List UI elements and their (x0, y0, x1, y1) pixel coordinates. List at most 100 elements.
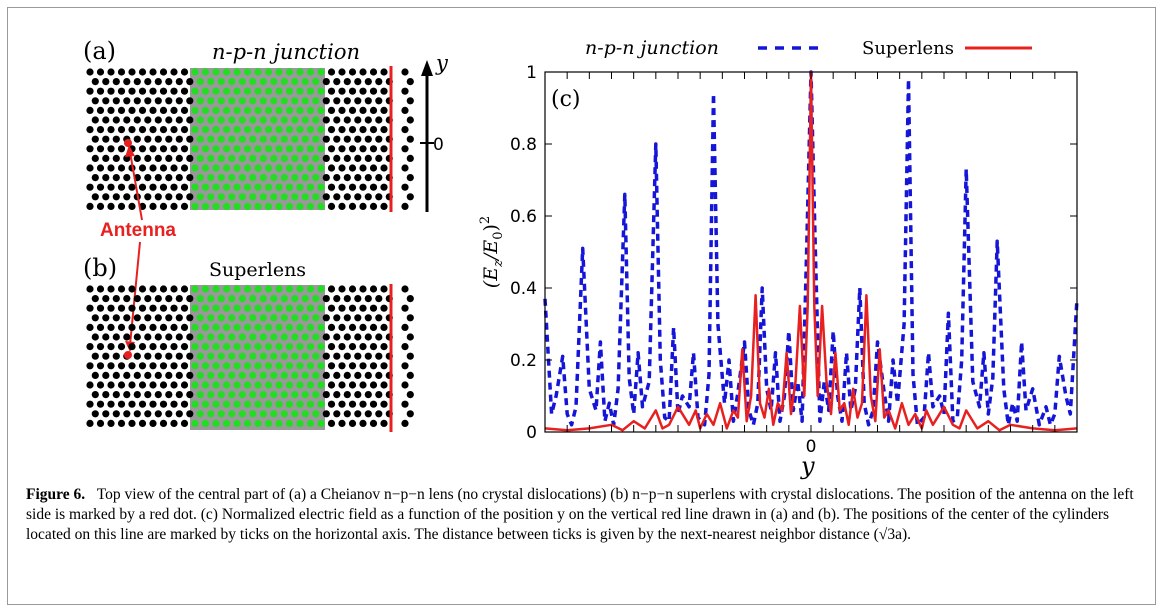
lattice-b-green-rod (191, 419, 199, 427)
lattice-b-green-rod (217, 295, 225, 303)
lattice-b-black-rod (112, 352, 120, 360)
lattice-a-black-rod (333, 116, 341, 124)
lattice-b-green-rod (191, 285, 199, 293)
lattice-b-green-rod (275, 343, 283, 351)
lattice-a-green-rod (312, 135, 320, 143)
lattice-b-green-rod (296, 323, 304, 331)
lattice-b-black-rod (343, 314, 351, 322)
lattice-a-green-rod (212, 202, 220, 210)
lattice-a-black-rod (112, 97, 120, 105)
lattice-b-green-rod (238, 391, 246, 399)
lattice-a-black-rod (369, 164, 378, 172)
lattice-b-black-rod (333, 391, 341, 399)
lattice-b-black-rod (117, 362, 126, 370)
lattice-b-black-rod (117, 419, 126, 427)
lattice-b-black-rod (86, 381, 94, 389)
lattice-a-black-rod (117, 126, 126, 134)
lattice-a-black-rod (359, 145, 367, 153)
lattice-a-black-rod (165, 116, 173, 124)
lattice-b-green-rod (285, 343, 294, 351)
lattice-b-black-rod (364, 333, 372, 341)
lattice-b-black-rod (175, 371, 183, 379)
lattice-b-green-rod (233, 400, 241, 408)
lattice-a-black-rod (338, 164, 346, 172)
lattice-a-green-rod (259, 174, 267, 182)
lattice-b-green-rod (191, 362, 199, 370)
lattice-b-black-rod (406, 371, 414, 379)
lattice-b-black-rod (322, 391, 330, 399)
lattice-a-black-rod (406, 116, 414, 124)
lattice-b-black-rod (138, 419, 147, 427)
lattice-a-black-rod (401, 164, 409, 172)
lattice-b-black-rod (401, 419, 409, 427)
panel-b-label: (b) (83, 254, 117, 282)
lattice-a-black-rod (102, 97, 110, 105)
lattice-b-black-rod (322, 314, 330, 322)
lattice-a-black-rod (128, 126, 136, 134)
lattice-a-green-rod (291, 78, 299, 86)
lattice-a-black-rod (91, 154, 99, 162)
lattice-a-black-rod (138, 164, 147, 172)
lattice-a-black-rod (149, 126, 157, 134)
lattice-b-green-rod (280, 371, 288, 379)
lattice-b-green-rod (243, 381, 252, 389)
lattice-a-green-rod (238, 154, 246, 162)
lattice-a-green-rod (306, 202, 315, 210)
lattice-a-black-rod (380, 183, 388, 191)
lattice-a-green-rod (264, 145, 273, 153)
lattice-b-black-rod (327, 400, 336, 408)
lattice-a-black-rod (375, 97, 383, 105)
lattice-a-black-rod (348, 87, 357, 95)
lattice-a-black-rod (333, 154, 341, 162)
lattice-b-black-rod (322, 352, 330, 360)
lattice-a-black-rod (380, 106, 388, 114)
lattice-a-green-rod (212, 87, 220, 95)
lattice-a-black-rod (327, 145, 336, 153)
lattice-b-green-rod (254, 419, 262, 427)
lattice-a-black-rod (333, 78, 341, 86)
lattice-b-black-rod (138, 362, 147, 370)
lattice-a-black-rod (322, 154, 330, 162)
y-axis-label-c: (Ez/E0)2 (478, 216, 506, 288)
y-tick-label: 0.6 (510, 207, 537, 227)
lattice-a-black-rod (96, 202, 105, 210)
lattice-a-black-rod (86, 183, 94, 191)
y-axis-arrowhead (421, 60, 433, 76)
lattice-a-black-rod (91, 78, 99, 86)
lattice-b-black-rod (348, 323, 357, 331)
lattice-b-black-rod (338, 323, 346, 331)
lattice-b-black-rod (348, 381, 357, 389)
lattice-b-black-rod (180, 400, 189, 408)
lattice-a-black-rod (186, 193, 194, 201)
lattice-a-black-rod (165, 78, 173, 86)
lattice-b-green-rod (222, 304, 231, 312)
lattice-a-green-rod (207, 154, 215, 162)
lattice-b-black-rod (128, 285, 136, 293)
lattice-b-green-rod (217, 410, 225, 418)
lattice-b-green-rod (238, 352, 246, 360)
lattice-a-green-rod (212, 164, 220, 172)
lattice-a-green-rod (249, 174, 257, 182)
lattice-a-black-rod (348, 183, 357, 191)
lattice-b-green-rod (238, 333, 246, 341)
lattice-a-green-rod (301, 193, 309, 201)
lattice-a-black-rod (112, 78, 120, 86)
lattice-b-green-rod (196, 314, 204, 322)
lattice-a-black-rod (170, 202, 178, 210)
lattice-a-black-rod (364, 116, 372, 124)
lattice-a-black-rod (322, 174, 330, 182)
lattice-a-green-rod (233, 202, 241, 210)
lattice-b-black-rod (133, 371, 141, 379)
lattice-a-black-rod (138, 68, 147, 76)
lattice-a-green-rod (275, 164, 283, 172)
antenna-arrow-up (129, 151, 143, 221)
lattice-b-green-rod (233, 323, 241, 331)
lattice-a-green-rod (228, 193, 236, 201)
lattice-a-green-rod (264, 126, 273, 134)
lattice-b-green-rod (201, 323, 210, 331)
lattice-a-black-rod (401, 68, 409, 76)
lattice-b-black-rod (369, 419, 378, 427)
lattice-a-black-rod (96, 126, 105, 134)
lattice-a-green-rod (312, 174, 320, 182)
lattice-a-black-rod (343, 97, 351, 105)
